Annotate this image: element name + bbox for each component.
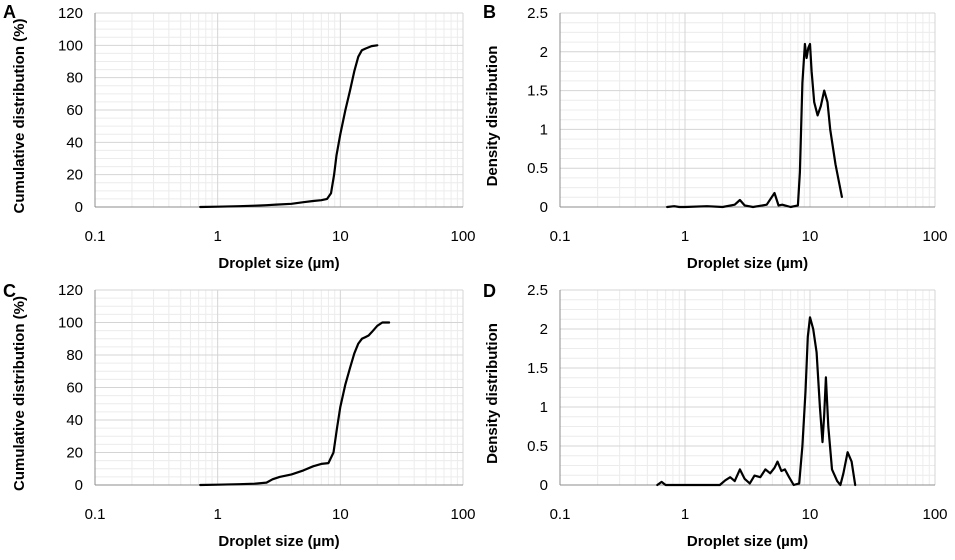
chart-b-y-tick-label: 0 xyxy=(540,199,548,216)
chart-a-y-tick-label: 0 xyxy=(75,199,83,216)
chart-c-x-tick-label: 1 xyxy=(213,506,221,523)
chart-b-x-tick-label: 10 xyxy=(802,228,819,245)
chart-d-x-tick-label: 1 xyxy=(681,506,689,523)
chart-d-series-density-line xyxy=(656,316,857,487)
chart-c-y-tick-label: 20 xyxy=(66,445,83,462)
chart-d-y-tick-label: 0 xyxy=(540,477,548,494)
chart-b-y-tick-label: 1.5 xyxy=(527,83,548,100)
chart-d-y-tick-label: 1 xyxy=(540,399,548,416)
chart-a-x-tick-label: 0.1 xyxy=(85,228,106,245)
chart-b-panel-letter: B xyxy=(483,2,496,22)
chart-a-y-tick-label: 100 xyxy=(58,37,83,54)
chart-b-series-density-line xyxy=(666,42,844,209)
chart-c-x-axis-title: Droplet size (µm) xyxy=(218,533,339,550)
chart-d-x-tick-label: 100 xyxy=(922,506,947,523)
chart-b-x-tick-label: 1 xyxy=(681,228,689,245)
chart-b-y-tick-label: 1 xyxy=(540,121,548,138)
chart-a-y-tick-label: 40 xyxy=(66,134,83,151)
chart-c-y-tick-label: 40 xyxy=(66,412,83,429)
chart-c-y-tick-label: 120 xyxy=(58,282,83,299)
chart-a-y-axis-title: Cumulative distribution (%) xyxy=(11,18,28,213)
chart-c-panel-letter: C xyxy=(3,281,16,301)
chart-d: 0 0.5 1 1.5 2 2.5 0.1 1 10 100 Droplet size (µm) De… xyxy=(483,281,948,550)
chart-d-y-tick-label: 2.5 xyxy=(527,282,548,299)
chart-a-y-tick-label: 120 xyxy=(58,5,83,22)
chart-d-panel-letter: D xyxy=(483,281,496,301)
chart-c-x-tick-label: 10 xyxy=(332,506,349,523)
chart-c-y-axis-title: Cumulative distribution (%) xyxy=(11,296,28,491)
chart-c-y-tick-label: 100 xyxy=(58,315,83,332)
chart-c-y-tick-label: 80 xyxy=(66,347,83,364)
chart-a-series-cumulative-line xyxy=(199,44,379,209)
chart-a-x-tick-label: 1 xyxy=(213,228,221,245)
chart-d-x-axis-title: Droplet size (µm) xyxy=(687,533,808,550)
chart-d-y-axis-title: Density distribution xyxy=(484,323,501,464)
chart-d-y-tick-label: 1.5 xyxy=(527,360,548,377)
chart-a-y-tick-label: 20 xyxy=(66,167,83,184)
chart-b-y-tick-label: 2.5 xyxy=(527,5,548,22)
chart-a: 0 20 40 60 80 100 120 0.1 1 10 100 Droplet size (µm… xyxy=(3,2,476,272)
chart-c-series-cumulative-line xyxy=(199,321,391,487)
chart-b-y-tick-label: 0.5 xyxy=(527,160,548,177)
chart-a-x-tick-label: 100 xyxy=(450,228,475,245)
chart-c-x-tick-label: 0.1 xyxy=(85,506,106,523)
chart-d-y-tick-label: 2 xyxy=(540,321,548,338)
chart-b: 0 0.5 1 1.5 2 2.5 0.1 1 10 100 Droplet size (µm) De… xyxy=(483,2,948,272)
chart-d-x-tick-label: 0.1 xyxy=(550,506,571,523)
chart-b-y-tick-label: 2 xyxy=(540,44,548,61)
chart-b-x-axis-title: Droplet size (µm) xyxy=(687,255,808,272)
chart-a-y-tick-label: 80 xyxy=(66,70,83,87)
chart-a-panel-letter: A xyxy=(3,2,16,22)
chart-c-y-tick-label: 60 xyxy=(66,380,83,397)
chart-a-y-tick-label: 60 xyxy=(66,102,83,119)
chart-a-x-axis-title: Droplet size (µm) xyxy=(218,255,339,272)
chart-b-x-tick-label: 100 xyxy=(922,228,947,245)
chart-b-y-axis-title: Density distribution xyxy=(484,46,501,187)
chart-d-y-tick-label: 0.5 xyxy=(527,438,548,455)
chart-c: 0 20 40 60 80 100 120 0.1 1 10 100 Droplet size (µm… xyxy=(3,281,476,550)
chart-c-x-tick-label: 100 xyxy=(450,506,475,523)
chart-d-x-tick-label: 10 xyxy=(802,506,819,523)
chart-b-x-tick-label: 0.1 xyxy=(550,228,571,245)
chart-a-x-tick-label: 10 xyxy=(332,228,349,245)
chart-c-y-tick-label: 0 xyxy=(75,477,83,494)
